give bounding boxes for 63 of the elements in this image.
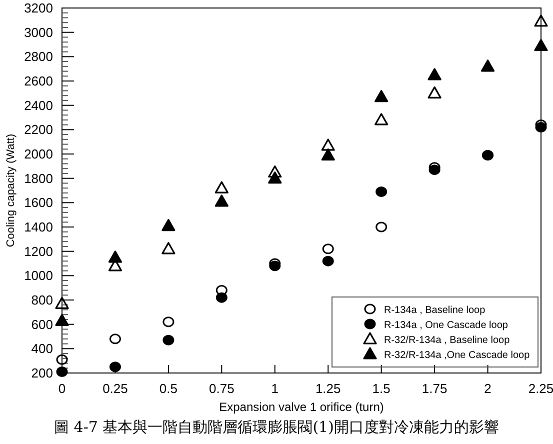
x-tick-label: 0.25 [102,381,128,396]
legend-item: R-32/R-134a ,One Cascade loop [363,347,530,361]
x-axis-title: Expansion valve 1 orifice (turn) [219,400,384,414]
x-tick-label: 1.25 [315,381,341,396]
legend-item: R-134a , One Cascade loop [364,318,508,331]
point [322,256,334,266]
point [109,362,121,372]
point [374,90,388,102]
point [534,38,548,52]
legend-label: R-134a , Baseline loop [384,305,486,316]
point [214,194,228,207]
y-tick-label: 400 [31,341,53,356]
legend-item: R-32/R-134a , Baseline loop [363,332,510,346]
legend-item: R-134a , Baseline loop [364,304,486,316]
point [162,316,174,328]
y-tick-label: 600 [31,316,53,332]
x-tick-label: 2 [484,381,492,396]
x-tick-label: 0 [58,381,66,396]
point [55,314,69,326]
x-tick-label: 1.5 [372,381,390,396]
point [268,165,282,178]
legend-label: R-32/R-134a ,One Cascade loop [384,350,530,361]
point [321,138,335,151]
point [55,296,69,309]
point [374,113,388,126]
caption: 圖 4-7 基本與一階自動階層循環膨脹閥(1)開口度對冷凍能力的影響 [54,418,499,436]
point [428,68,442,80]
y-tick-label: 2600 [24,74,53,88]
point [162,218,176,232]
y-tick-label: 2400 [24,98,53,113]
y-tick-label: 200 [31,366,53,380]
point [428,86,442,98]
point [214,181,228,194]
point [322,244,334,254]
y-tick-label: 1600 [24,195,53,210]
y-tick-label: 3200 [24,0,53,16]
x-tick-label: 0.75 [209,381,234,396]
y-tick-label: 1200 [24,244,53,259]
point [376,186,388,197]
point [162,334,174,346]
x-tick-label: 0.5 [159,381,178,396]
point [321,148,335,161]
point [56,366,68,378]
x-tick-label: 1 [271,381,279,396]
legend-label: R-32/R-134a , Baseline loop [384,335,510,346]
y-tick-label: 2000 [24,146,53,162]
y-axis-title: Cooling capacity (Watt) [5,134,17,248]
y-tick-label: 1400 [24,220,53,234]
y-tick-label: 1800 [24,170,53,186]
point [534,14,548,27]
legend-label: R-134a , One Cascade loop [384,320,508,331]
point [162,242,176,254]
y-tick-label: 3000 [24,24,53,40]
x-tick-label: 2.25 [528,381,553,396]
y-tick-label: 2800 [24,49,53,64]
y-tick-label: 800 [31,292,53,308]
point [480,60,495,72]
point [376,222,388,232]
x-tick-label: 1.75 [422,381,448,396]
point [109,334,121,344]
y-tick-label: 2200 [24,122,53,138]
y-tick-label: 1000 [24,268,53,284]
point [56,354,68,365]
